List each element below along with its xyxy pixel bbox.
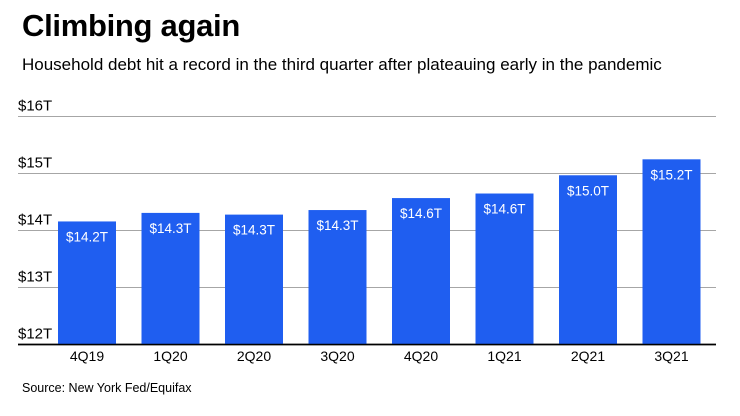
y-tick-label: $16T [18,98,52,115]
chart-subtitle: Household debt hit a record in the third… [22,55,662,74]
data-label: $14.3T [149,221,191,236]
x-tick-label: 3Q20 [320,348,354,364]
x-tick-label: 3Q21 [654,348,688,364]
bar [559,175,617,344]
bars [58,159,701,344]
data-label: $14.6T [483,202,525,217]
data-label: $15.0T [567,183,609,198]
bar [225,214,283,344]
y-tick-label: $12T [18,326,52,343]
y-tick-label: $13T [18,269,52,286]
source-note: Source: New York Fed/Equifax [22,381,192,395]
bar [642,159,701,344]
x-tick-label: 4Q20 [404,348,438,364]
x-tick-label: 4Q19 [70,348,104,364]
x-tick-label: 2Q21 [571,348,605,364]
data-labels: $14.2T $14.3T $14.3T $14.3T $14.6T $14.6T $15.… [66,167,693,244]
y-axis: $12T $13T $14T $15T $16T [18,98,52,343]
bar [475,193,534,344]
bar [308,210,367,344]
data-label: $15.2T [650,167,692,182]
y-tick-label: $15T [18,155,52,172]
data-label: $14.6T [400,206,442,221]
data-label: $14.3T [233,223,275,238]
bar [392,198,450,344]
x-tick-label: 1Q20 [153,348,187,364]
chart-title: Climbing again [22,8,240,43]
bar [58,221,116,344]
x-tick-label: 1Q21 [487,348,521,364]
data-label: $14.3T [316,218,358,233]
data-label: $14.2T [66,229,108,244]
x-tick-label: 2Q20 [237,348,271,364]
x-axis: 4Q19 1Q20 2Q20 3Q20 4Q20 1Q21 2Q21 3Q21 [18,343,716,364]
y-tick-label: $14T [18,212,52,229]
bar [141,212,200,344]
